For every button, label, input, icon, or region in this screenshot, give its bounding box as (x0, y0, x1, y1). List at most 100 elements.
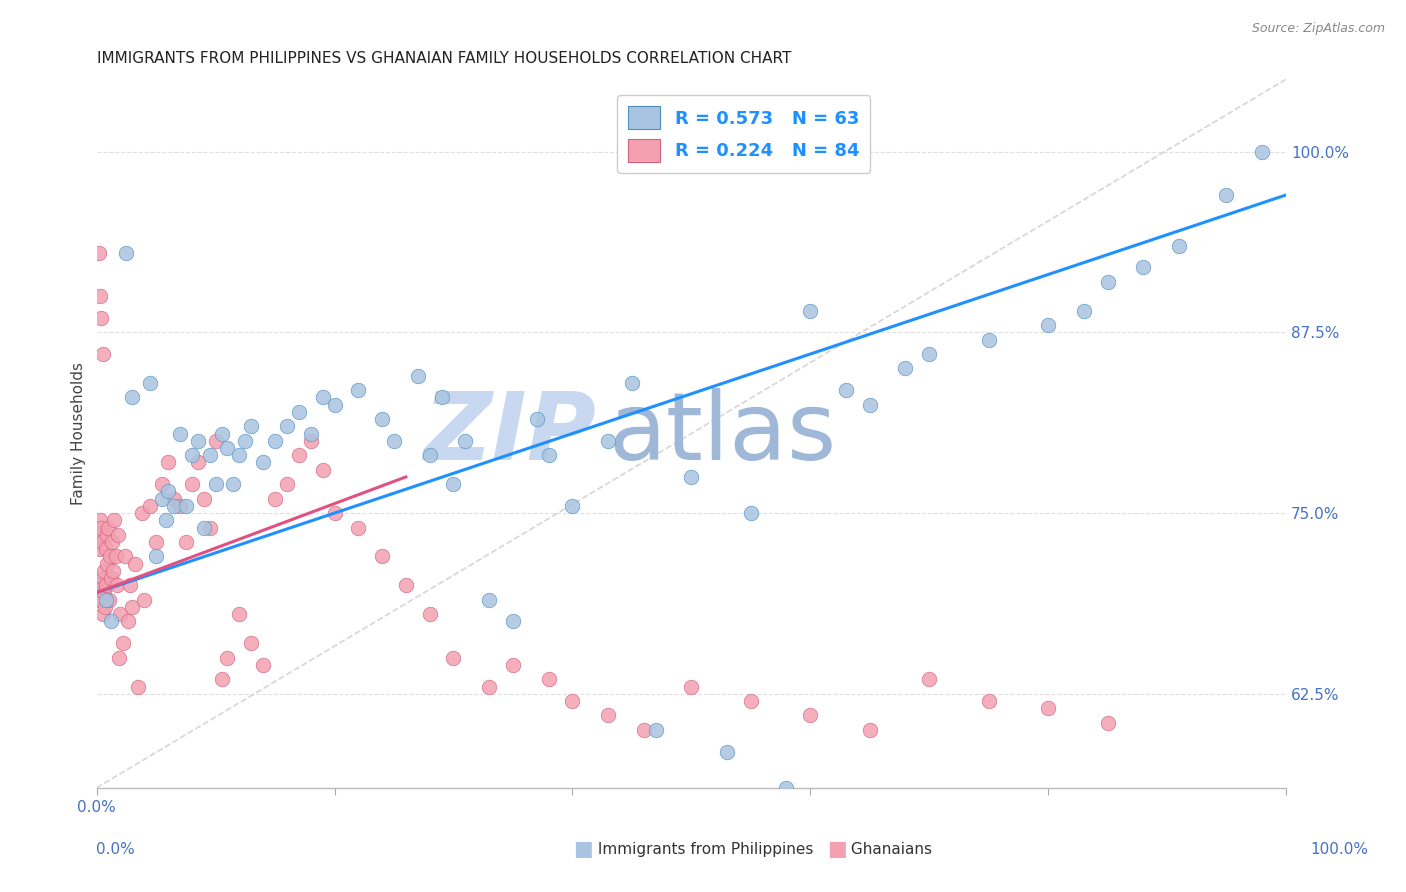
Point (419, 607, 441, 622)
Point (596, 708, 619, 723)
Point (180, 448, 202, 462)
Point (187, 455, 209, 469)
Point (276, 477, 298, 491)
Point (124, 557, 146, 571)
Point (104, 549, 127, 564)
Point (406, 368, 429, 383)
Point (117, 615, 139, 629)
Point (222, 477, 245, 491)
Point (90, 520, 112, 534)
Text: Ghanaians: Ghanaians (846, 842, 932, 856)
Point (139, 376, 162, 390)
Point (240, 636, 263, 650)
Point (633, 723, 655, 737)
Point (100, 615, 122, 629)
Point (526, 412, 548, 426)
Point (276, 419, 298, 434)
Point (198, 448, 221, 462)
Point (775, 780, 797, 795)
Text: 0.0%: 0.0% (96, 842, 135, 856)
Point (288, 405, 311, 419)
Point (799, 303, 821, 318)
Point (96, 527, 118, 541)
Point (91, 535, 114, 549)
Point (174, 535, 197, 549)
Point (561, 499, 583, 513)
Point (371, 549, 394, 564)
Point (174, 499, 197, 513)
Point (443, 477, 465, 491)
Point (198, 520, 221, 534)
Point (103, 513, 125, 527)
Point (163, 499, 186, 513)
Point (228, 607, 250, 622)
Point (94, 600, 117, 615)
Point (644, 723, 666, 737)
Text: ■: ■ (827, 839, 846, 859)
Point (204, 434, 226, 448)
Point (1215, 188, 1237, 202)
Point (454, 434, 477, 448)
Point (478, 592, 501, 607)
Point (89, 289, 111, 303)
Point (217, 650, 239, 665)
Point (502, 615, 524, 629)
Point (145, 549, 167, 564)
Point (1132, 260, 1154, 275)
Point (211, 673, 233, 687)
Point (311, 391, 333, 405)
Point (371, 412, 394, 426)
Point (180, 477, 202, 491)
Point (240, 419, 263, 434)
Point (288, 448, 311, 462)
Point (134, 592, 156, 607)
Point (299, 426, 322, 441)
Point (596, 434, 619, 448)
Point (114, 549, 136, 564)
Point (859, 723, 882, 737)
Point (311, 463, 333, 477)
Point (193, 520, 215, 534)
Point (217, 441, 239, 455)
Point (228, 448, 250, 462)
Point (835, 383, 858, 397)
Point (347, 520, 370, 534)
Point (1036, 701, 1059, 715)
Point (894, 361, 917, 376)
Point (110, 607, 132, 622)
Point (87, 527, 110, 541)
Legend: R = 0.573   N = 63, R = 0.224   N = 84: R = 0.573 N = 63, R = 0.224 N = 84 (617, 95, 870, 172)
Point (111, 636, 134, 650)
Point (382, 434, 405, 448)
Point (323, 506, 346, 520)
Point (163, 491, 186, 506)
Point (145, 535, 167, 549)
Point (1167, 238, 1189, 252)
Point (105, 578, 128, 592)
Point (100, 571, 122, 585)
Point (91, 607, 114, 622)
Point (156, 484, 179, 499)
Point (101, 535, 124, 549)
Point (740, 506, 762, 520)
Point (1097, 715, 1119, 730)
Point (204, 477, 226, 491)
Point (91, 347, 114, 361)
Point (430, 391, 453, 405)
Point (139, 499, 162, 513)
Point (561, 694, 583, 708)
Point (1073, 303, 1095, 318)
Point (211, 426, 233, 441)
Point (1097, 275, 1119, 289)
Point (716, 745, 738, 759)
Point (323, 398, 346, 412)
Point (96, 557, 118, 571)
Point (97, 592, 120, 607)
Point (155, 513, 177, 527)
Point (537, 448, 560, 462)
Point (131, 506, 153, 520)
Point (94, 542, 117, 557)
Point (918, 347, 941, 361)
Point (87, 245, 110, 260)
Text: ZIP: ZIP (423, 387, 596, 480)
